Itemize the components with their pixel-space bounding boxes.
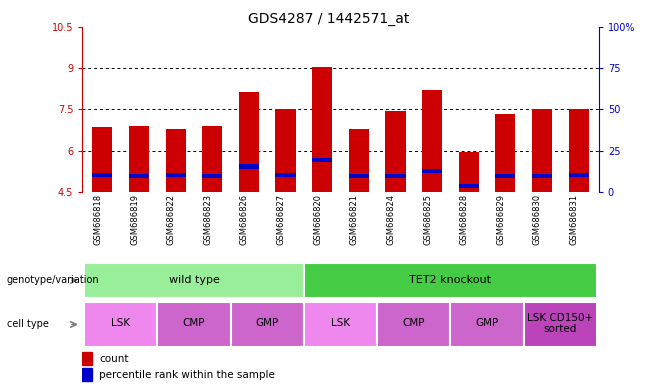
Bar [459, 152, 479, 192]
Text: CMP: CMP [183, 318, 205, 328]
Text: wild type: wild type [168, 275, 219, 285]
Text: CMP: CMP [403, 318, 425, 328]
Text: GSM686822: GSM686822 [166, 194, 176, 245]
Bar [166, 129, 186, 192]
Bar [202, 174, 222, 178]
Text: percentile rank within the sample: percentile rank within the sample [99, 370, 275, 380]
Bar [349, 174, 369, 178]
Bar [202, 126, 222, 192]
Bar [532, 174, 552, 178]
Bar [129, 174, 149, 178]
Text: count: count [99, 354, 129, 364]
Text: LSK CD150+
sorted: LSK CD150+ sorted [527, 313, 594, 334]
Bar [451, 302, 524, 347]
Bar [230, 302, 304, 347]
Text: cell type: cell type [7, 319, 49, 329]
Text: GSM686829: GSM686829 [496, 194, 505, 245]
Text: genotype/variation: genotype/variation [7, 275, 99, 285]
Bar [569, 109, 589, 192]
Bar [92, 173, 113, 177]
Bar [422, 90, 442, 192]
Bar [377, 302, 451, 347]
Bar [386, 111, 405, 192]
Bar [84, 263, 304, 298]
Bar [386, 174, 405, 178]
Bar [239, 91, 259, 192]
Text: GSM686818: GSM686818 [93, 194, 103, 245]
Text: GMP: GMP [255, 318, 279, 328]
Bar [276, 109, 295, 192]
Text: GSM686819: GSM686819 [130, 194, 139, 245]
Bar [166, 173, 186, 177]
Text: GSM686825: GSM686825 [423, 194, 432, 245]
Text: TET2 knockout: TET2 knockout [409, 275, 492, 285]
Text: GSM686827: GSM686827 [276, 194, 286, 245]
Text: LSK: LSK [331, 318, 350, 328]
Bar [312, 157, 332, 162]
Bar [532, 109, 552, 192]
Text: GSM686824: GSM686824 [386, 194, 395, 245]
Bar [304, 302, 377, 347]
Bar [495, 174, 515, 178]
Bar [459, 184, 479, 188]
Text: GDS4287 / 1442571_at: GDS4287 / 1442571_at [248, 12, 410, 25]
Bar [157, 302, 230, 347]
Bar [495, 114, 515, 192]
Bar [129, 126, 149, 192]
Bar [569, 173, 589, 177]
Text: LSK: LSK [111, 318, 130, 328]
Bar [422, 169, 442, 173]
Bar [84, 302, 157, 347]
Text: GSM686830: GSM686830 [533, 194, 542, 245]
Text: GSM686826: GSM686826 [240, 194, 249, 245]
Text: GSM686820: GSM686820 [313, 194, 322, 245]
Bar [82, 352, 91, 365]
Bar [92, 127, 113, 192]
Bar [349, 129, 369, 192]
Text: GSM686821: GSM686821 [350, 194, 359, 245]
Bar [239, 164, 259, 169]
Bar [82, 368, 91, 381]
Text: GSM686831: GSM686831 [570, 194, 578, 245]
Text: GMP: GMP [476, 318, 499, 328]
Bar [276, 173, 295, 177]
Bar [304, 263, 597, 298]
Text: GSM686823: GSM686823 [203, 194, 213, 245]
Bar [312, 67, 332, 192]
Bar [524, 302, 597, 347]
Text: GSM686828: GSM686828 [460, 194, 468, 245]
